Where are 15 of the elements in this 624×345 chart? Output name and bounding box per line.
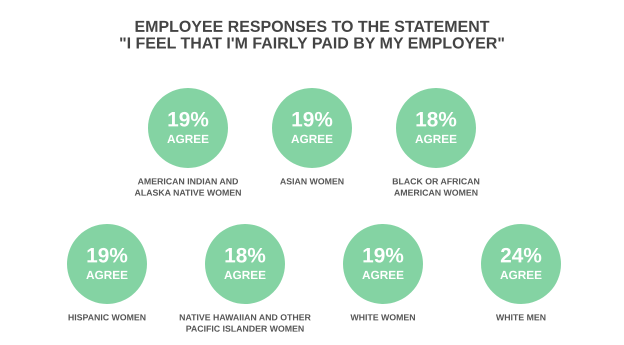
category-label: NATIVE HAWAIIAN AND OTHER PACIFIC ISLANDER WOMEN — [180, 314, 311, 332]
category-label: HISPANIC WOMEN — [68, 314, 146, 320]
category-label: BLACK OR AFRICAN AMERICAN WOMEN — [392, 178, 480, 196]
data-label: 19% AGREE — [291, 112, 333, 144]
data-label: 19% AGREE — [362, 248, 404, 280]
category-label: AMERICAN INDIAN AND ALASKA NATIVE WOMEN — [134, 178, 241, 196]
data-label: 19% AGREE — [86, 248, 128, 280]
category-label: WHITE WOMEN — [350, 314, 415, 320]
data-label: 19% AGREE — [167, 112, 209, 144]
text: EMPLOYEE RESPONSES TO THE STATEMENT "I FEEL THAT I'M FAIRLY PAID BY MY EMPLOYER" — [120, 20, 504, 49]
data-label: 24% AGREE — [500, 248, 542, 280]
category-label: WHITE MEN — [496, 314, 546, 320]
data-label: 18% AGREE — [415, 112, 457, 144]
category-label: ASIAN WOMEN — [280, 178, 344, 184]
data-label: 18% AGREE — [224, 248, 266, 280]
